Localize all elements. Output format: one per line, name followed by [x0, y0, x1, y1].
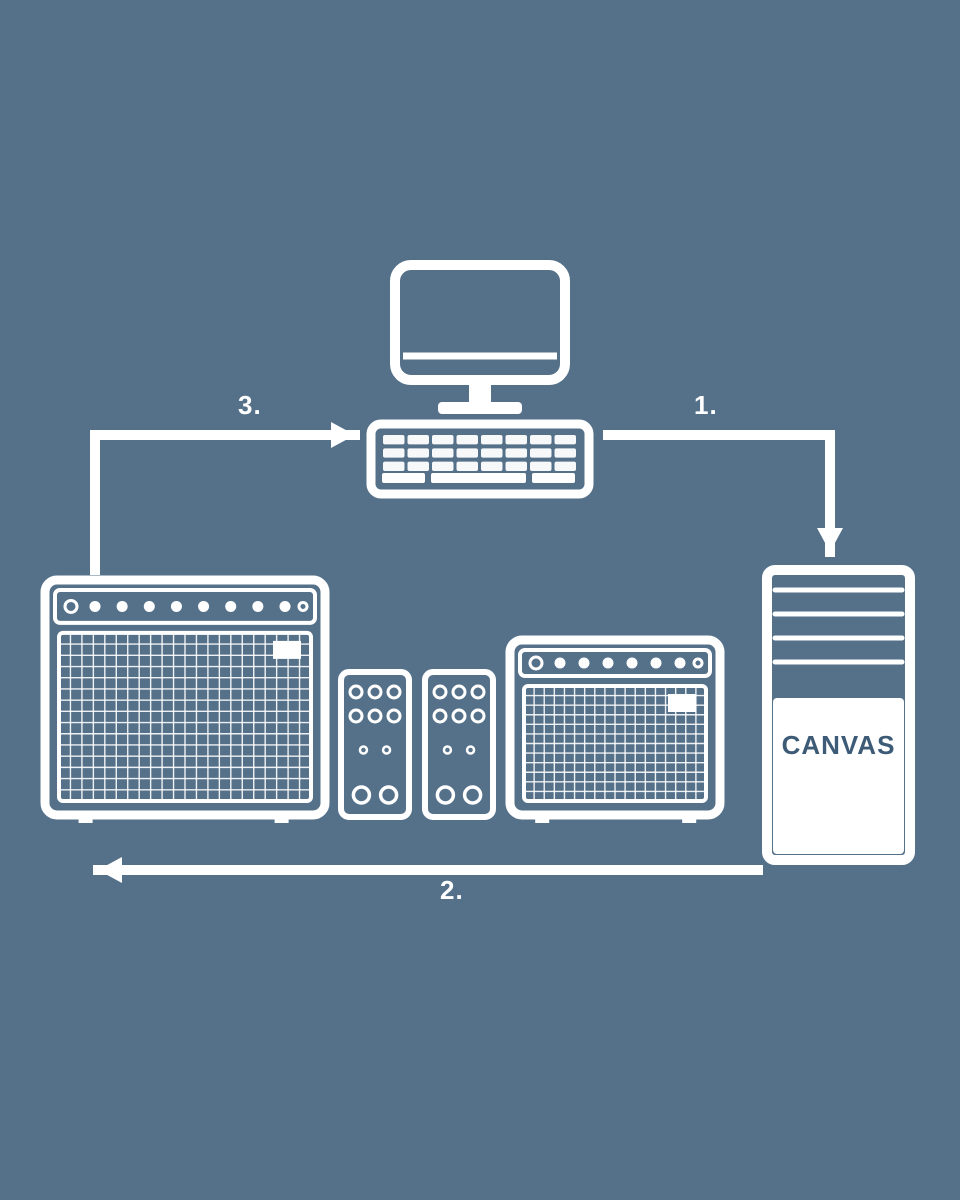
signal-flow-diagram: CANVAS	[0, 0, 960, 1200]
step-label-1: 1.	[694, 390, 718, 421]
canvas-tower-icon: CANVAS	[767, 570, 910, 860]
step-label-3: 3.	[238, 390, 262, 421]
canvas-label: CANVAS	[782, 730, 896, 760]
step-label-2: 2.	[440, 875, 464, 906]
